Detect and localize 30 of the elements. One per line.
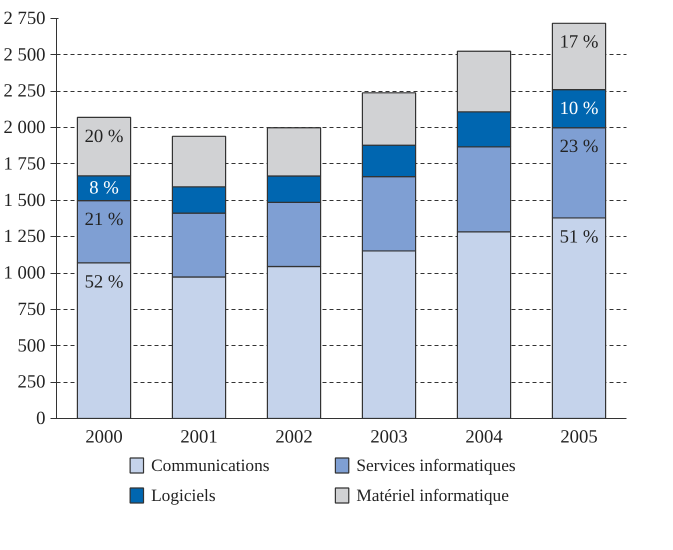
x-tick-label: 2002 bbox=[275, 426, 313, 448]
y-tick-label: 1 250 bbox=[4, 226, 46, 248]
annotation: 52 % bbox=[84, 271, 124, 292]
y-tick-label: 2 750 bbox=[4, 8, 46, 29]
y-tick-label: 1 750 bbox=[4, 153, 46, 174]
annotation: 23 % bbox=[560, 136, 598, 158]
annotation: 8 % bbox=[89, 178, 119, 199]
annotation: 17 % bbox=[560, 32, 598, 53]
legend-label: Communications bbox=[151, 456, 270, 475]
y-tick-label: 500 bbox=[18, 335, 46, 356]
annotation: 51 % bbox=[560, 226, 598, 248]
y-tick-label: 2 250 bbox=[4, 80, 46, 102]
legend-label: Matériel informatique bbox=[356, 486, 510, 505]
annotation: 21 % bbox=[84, 209, 124, 230]
y-tick-label: 2 500 bbox=[4, 44, 46, 66]
y-tick-label: 750 bbox=[18, 298, 46, 320]
x-tick-label: 2003 bbox=[370, 426, 408, 448]
y-tick-label: 2 000 bbox=[4, 117, 46, 138]
annotation: 20 % bbox=[84, 126, 124, 147]
legend-label: Services informatiques bbox=[356, 456, 516, 475]
annotation: 10 % bbox=[560, 98, 598, 120]
y-tick-label: 1 000 bbox=[4, 262, 46, 284]
y-tick-label: 1 500 bbox=[4, 190, 46, 211]
x-tick-label: 2001 bbox=[180, 426, 218, 448]
y-tick-label: 250 bbox=[18, 372, 46, 393]
legend-label: Logiciels bbox=[151, 486, 216, 505]
x-tick-label: 2004 bbox=[465, 426, 504, 448]
y-tick-label: 0 bbox=[36, 408, 46, 429]
x-tick-label: 2005 bbox=[560, 426, 598, 448]
x-tick-label: 2000 bbox=[85, 426, 123, 448]
